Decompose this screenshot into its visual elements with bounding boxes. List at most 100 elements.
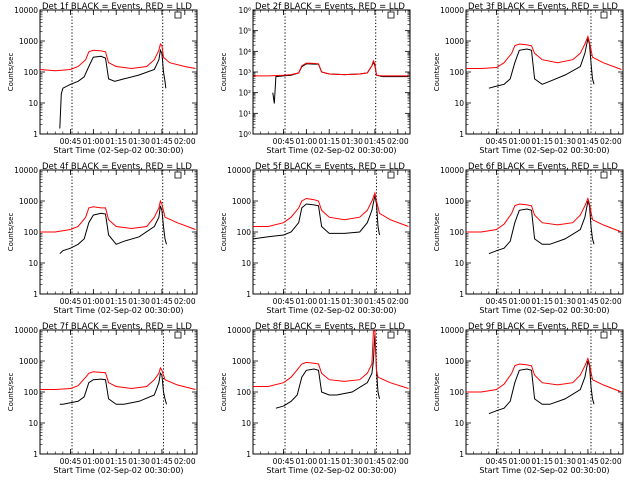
y-axis-label: Counts/sec [7, 373, 15, 412]
x-tick-label: 01:15 [318, 137, 340, 146]
plot-frame [252, 169, 411, 295]
x-tick-label: 01:30 [128, 297, 150, 306]
detector-panel-2: Det 2f BLACK = Events, RED = LLD 10⁰ 10¹ 10… [220, 2, 411, 155]
plot-frame [465, 169, 624, 295]
x-tick-label: 00:45 [486, 457, 508, 466]
y-tick-label: 1000 [19, 37, 38, 46]
x-tick-label: 00:45 [486, 137, 508, 146]
corner-box-icon [600, 331, 608, 339]
x-tick-label: 01:00 [509, 457, 531, 466]
x-tick-label: 01:00 [509, 297, 531, 306]
y-tick-label: 100 [237, 228, 252, 237]
corner-box-icon [600, 171, 608, 179]
plot-frame [252, 9, 411, 135]
series-lld-line [253, 59, 409, 77]
x-axis-label: Start Time (02-Sep-02 00:30:00) [53, 146, 183, 155]
x-tick-label: 02:00 [600, 457, 622, 466]
detector-panel-8: Det 8f BLACK = Events, RED = LLD 1 10 100 10… [220, 322, 411, 475]
y-tick-label: 10000 [227, 326, 251, 335]
x-axis-label: Start Time (02-Sep-02 00:30:00) [53, 306, 183, 315]
x-axis-label: Start Time (02-Sep-02 00:30:00) [53, 466, 183, 475]
y-tick-label: 1 [246, 450, 251, 459]
detector-panel-1: Det 1f BLACK = Events, RED = LLD 1 10 100 10… [7, 2, 198, 155]
x-tick-label: 00:45 [273, 457, 295, 466]
y-tick-label: 1000 [445, 197, 464, 206]
y-tick-label: 1 [459, 450, 464, 459]
plot-frame [39, 329, 198, 455]
x-tick-label: 01:30 [128, 137, 150, 146]
x-tick-label: 01:45 [364, 457, 386, 466]
y-tick-label: 10 [28, 419, 38, 428]
x-tick-label: 01:00 [296, 457, 318, 466]
x-tick-label: 00:45 [60, 297, 82, 306]
y-axis-label: Counts/sec [7, 53, 15, 92]
y-tick-label: 1 [33, 450, 38, 459]
x-tick-label: 02:00 [600, 297, 622, 306]
series-events-line [488, 38, 595, 89]
x-axis-label: Start Time (02-Sep-02 00:30:00) [266, 146, 396, 155]
x-tick-label: 00:45 [60, 137, 82, 146]
series-lld-line [39, 42, 196, 72]
y-tick-label: 10 [241, 259, 251, 268]
series-events-line [488, 200, 595, 255]
y-axis-label: Counts/sec [433, 373, 441, 412]
y-tick-label: 10000 [440, 6, 464, 15]
x-tick-label: 01:45 [577, 137, 599, 146]
series-lld-line [466, 34, 622, 70]
x-axis-label: Start Time (02-Sep-02 00:30:00) [479, 466, 609, 475]
y-tick-label: 1000 [445, 37, 464, 46]
panel-title: Det 9f BLACK = Events, RED = LLD [468, 322, 618, 332]
x-tick-label: 01:30 [128, 457, 150, 466]
x-tick-label: 01:30 [341, 297, 363, 306]
y-tick-label: 1 [459, 130, 464, 139]
series-lld-line [40, 366, 196, 390]
corner-box-icon [174, 171, 182, 179]
x-tick-label: 01:45 [364, 137, 386, 146]
y-tick-label: 10² [238, 89, 251, 98]
y-tick-label: 1 [33, 130, 38, 139]
panel-title: Det 2f BLACK = Events, RED = LLD [255, 2, 405, 12]
corner-box-icon [387, 331, 395, 339]
series-lld-line [40, 199, 196, 233]
y-axis-label: Counts/sec [7, 213, 15, 252]
x-axis-label: Start Time (02-Sep-02 00:30:00) [266, 466, 396, 475]
series-lld-line [253, 329, 409, 389]
y-tick-label: 1 [33, 290, 38, 299]
corner-box-icon [600, 11, 608, 19]
series-events-line [275, 332, 380, 409]
y-tick-label: 10⁴ [238, 47, 251, 56]
x-tick-label: 02:00 [174, 457, 196, 466]
corner-box-icon [387, 11, 395, 19]
detector-panel-4: Det 4f BLACK = Events, RED = LLD 1 10 100 10… [7, 162, 198, 315]
x-tick-label: 01:45 [151, 297, 173, 306]
series-events-line [488, 360, 595, 415]
x-tick-label: 01:00 [296, 137, 318, 146]
x-tick-label: 00:45 [273, 297, 295, 306]
x-tick-label: 01:30 [341, 137, 363, 146]
panel-title: Det 3f BLACK = Events, RED = LLD [468, 2, 618, 12]
x-tick-label: 02:00 [387, 137, 409, 146]
y-tick-label: 10 [28, 259, 38, 268]
panel-title: Det 4f BLACK = Events, RED = LLD [42, 162, 192, 172]
y-tick-label: 10000 [440, 326, 464, 335]
x-axis-label: Start Time (02-Sep-02 00:30:00) [266, 306, 396, 315]
x-tick-label: 01:15 [318, 297, 340, 306]
y-tick-label: 100 [450, 228, 465, 237]
series-events-line [59, 372, 167, 405]
panel-title: Det 7f BLACK = Events, RED = LLD [42, 322, 192, 332]
x-tick-label: 01:00 [296, 297, 318, 306]
x-tick-label: 02:00 [387, 457, 409, 466]
series-lld-line [466, 356, 622, 393]
y-tick-label: 10000 [14, 326, 38, 335]
y-tick-label: 1 [459, 290, 464, 299]
x-tick-label: 02:00 [387, 297, 409, 306]
corner-box-icon [174, 11, 182, 19]
y-tick-label: 10¹ [238, 109, 251, 118]
x-tick-label: 01:15 [531, 137, 553, 146]
x-tick-label: 01:15 [105, 137, 127, 146]
x-tick-label: 01:45 [151, 457, 173, 466]
x-tick-label: 01:15 [318, 457, 340, 466]
y-axis-label: Counts/sec [433, 213, 441, 252]
panel-title: Det 5f BLACK = Events, RED = LLD [255, 162, 405, 172]
